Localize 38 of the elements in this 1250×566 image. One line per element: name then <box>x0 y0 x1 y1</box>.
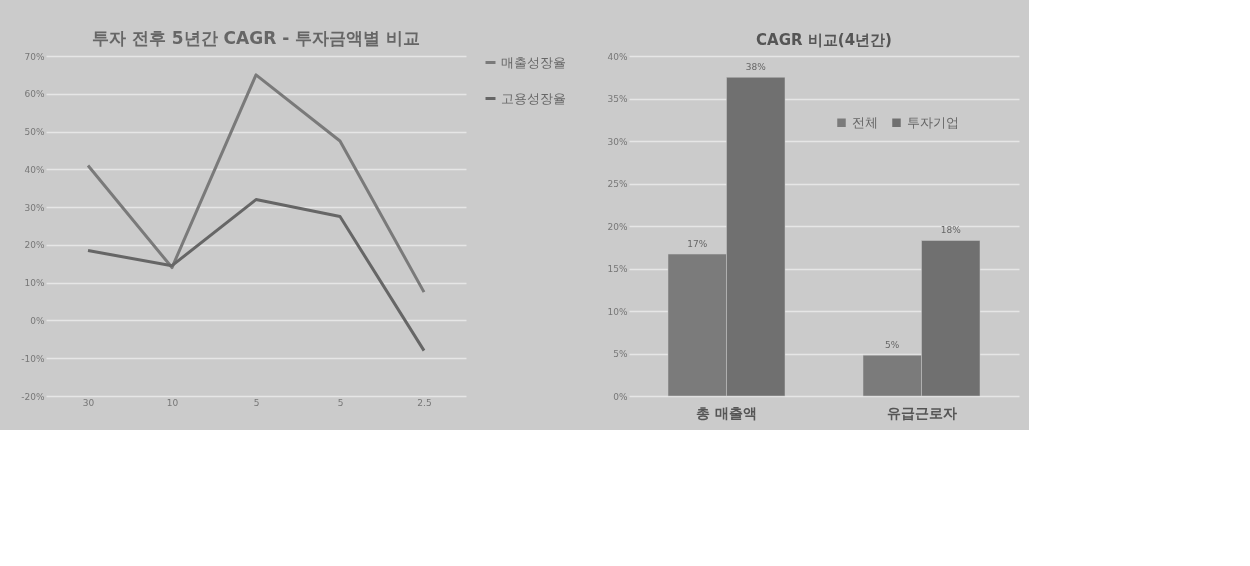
y-tick-label: 50% <box>24 127 45 138</box>
x-tick-label: 10 <box>166 397 179 408</box>
y-tick-label: 20% <box>607 221 628 232</box>
x-tick-label: 2.5 <box>417 397 432 408</box>
y-tick-label: 70% <box>24 51 45 62</box>
y-tick-label: 35% <box>607 94 628 104</box>
legend-label: 매출성장율 <box>501 54 566 70</box>
y-tick-label: 10% <box>607 306 628 317</box>
line-series <box>86 198 426 353</box>
y-tick-label: 15% <box>607 264 628 274</box>
y-tick-label: 25% <box>607 179 628 189</box>
y-tick-label: 0% <box>30 315 45 326</box>
x-tick-label: 유급근로자 <box>886 404 957 421</box>
y-tick-label: 40% <box>24 164 45 175</box>
y-tick-label: 10% <box>24 278 45 289</box>
data-label: 18% <box>940 225 962 236</box>
y-tick-label: 0% <box>613 391 628 402</box>
legend-label: 투자기업 <box>907 114 959 130</box>
line-series <box>86 73 426 294</box>
x-tick-label: 30 <box>82 397 95 408</box>
data-label: 38% <box>745 62 767 73</box>
chart-title: CAGR 비교(4년간) <box>756 31 892 49</box>
x-tick-label: 총 매출액 <box>696 404 757 421</box>
y-tick-label: 40% <box>607 51 628 62</box>
data-label: 5% <box>885 340 900 351</box>
x-tick-label: 5 <box>253 397 260 408</box>
legend-label: 전체 <box>852 114 878 130</box>
y-tick-label: -10% <box>21 353 45 364</box>
y-tick-label: 60% <box>24 89 45 100</box>
legend-label: 고용성장율 <box>501 90 566 106</box>
y-tick-label: -20% <box>21 391 45 402</box>
y-tick-label: 30% <box>24 202 45 213</box>
data-label: 17% <box>687 239 708 250</box>
y-tick-label: 5% <box>613 349 628 359</box>
x-tick-label: 5 <box>337 397 344 408</box>
y-tick-label: 30% <box>607 136 628 147</box>
y-tick-label: 20% <box>24 240 45 251</box>
chart-title: 투자 전후 5년간 CAGR - 투자금액별 비교 <box>91 28 421 48</box>
